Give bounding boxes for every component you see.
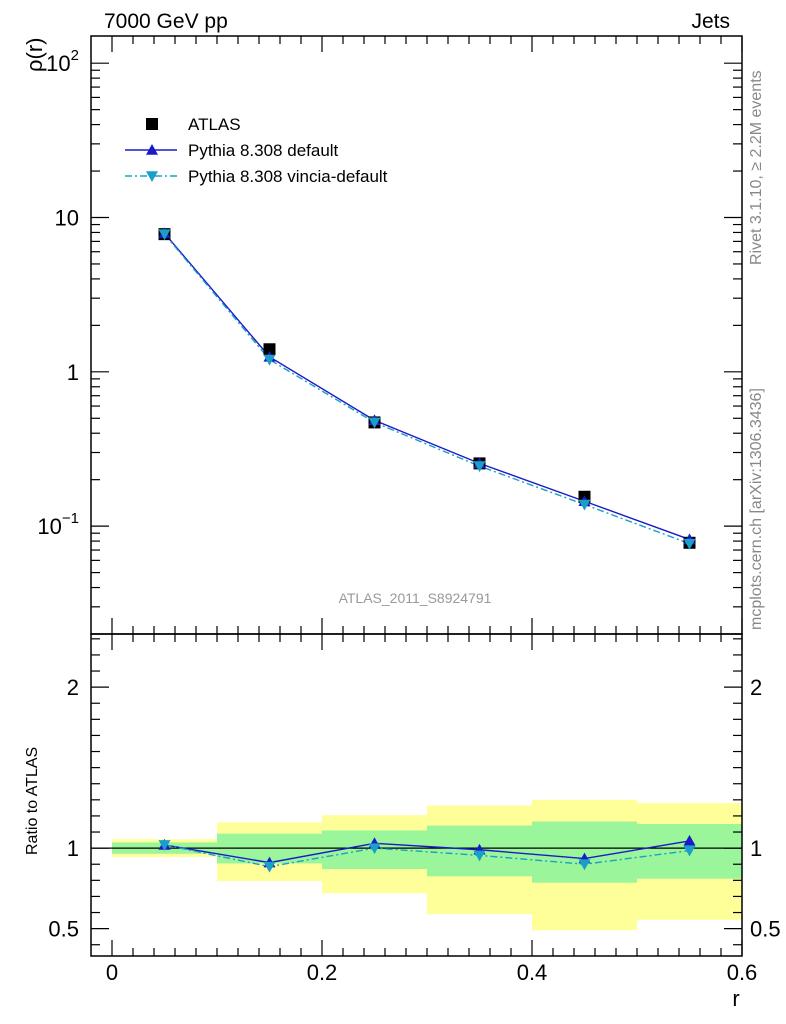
- main-point-vincia: [578, 499, 591, 511]
- ratio-y-tick-label-left: 1: [67, 836, 79, 861]
- ratio-y-tick-label-left: 0.5: [48, 917, 79, 942]
- main-line-default: [163, 232, 690, 541]
- x-tick-label: 0.6: [727, 960, 758, 985]
- rivet-label: Rivet 3.1.10, ≥ 2.2M events: [748, 70, 765, 265]
- ratio-point-vincia: [368, 843, 381, 855]
- ratio-y-tick-label-right: 1: [750, 836, 762, 861]
- legend: ATLAS Pythia 8.308 default Pythia 8.308 vi…: [125, 115, 388, 186]
- legend-marker-atlas: [146, 118, 158, 130]
- ratio-point-vincia: [473, 850, 486, 862]
- mcplots-label: mcplots.cern.ch [arXiv:1306.3436]: [748, 388, 765, 630]
- ratio-y-axis-label: Ratio to ATLAS: [24, 747, 41, 855]
- ratio-point-vincia: [263, 861, 276, 873]
- main-y-tick-label: 10: [55, 205, 79, 230]
- header-right: Jets: [691, 10, 730, 33]
- ratio-y-tick-label-right: 0.5: [750, 917, 781, 942]
- x-tick-label: 0.2: [307, 960, 338, 985]
- main-point-vincia: [368, 417, 381, 429]
- main-point-vincia: [263, 354, 276, 366]
- main-line-vincia: [163, 233, 690, 545]
- ratio-point-vincia: [683, 845, 696, 857]
- main-y-tick-label: 10−1: [37, 510, 79, 539]
- main-point-vincia: [473, 461, 486, 473]
- main-y-axis-label: ρ(r): [22, 38, 47, 73]
- ratio-line-default: [164, 840, 690, 864]
- main-point-vincia: [683, 538, 696, 550]
- x-tick-label: 0.4: [517, 960, 548, 985]
- ratio-plot-frame: [90, 633, 743, 957]
- x-tick-label: 0: [106, 960, 118, 985]
- header-left: 7000 GeV pp: [104, 10, 228, 33]
- ratio-y-tick-label-left: 2: [67, 675, 79, 700]
- main-plot-panel: 102 10 1 10−1 ρ(r) ATLAS_2011_S8924791 ATLA…: [22, 35, 743, 635]
- ratio-y-tick-label-right: 2: [750, 675, 762, 700]
- main-point-atlas: [263, 343, 276, 356]
- legend-label-vincia: Pythia 8.308 vincia-default: [188, 167, 388, 186]
- ratio-point-vincia: [158, 840, 171, 851]
- main-y-tick-label: 1: [67, 360, 79, 385]
- legend-label-default: Pythia 8.308 default: [188, 141, 339, 160]
- ratio-plot-panel: 0 0.2 0.4 0.6 0.5 0.5 1 1 2 2 Ratio to ATLAS r: [24, 633, 781, 1011]
- analysis-annotation: ATLAS_2011_S8924791: [339, 590, 492, 606]
- x-axis-label: r: [732, 986, 739, 1011]
- ratio-point-vincia: [578, 859, 591, 871]
- main-point-vincia: [158, 229, 171, 241]
- legend-label-atlas: ATLAS: [188, 115, 241, 134]
- ratio-line-vincia: [164, 844, 690, 868]
- legend-marker-default: [146, 144, 158, 155]
- main-y-tick-label: 102: [46, 47, 79, 76]
- ratio-point-default: [683, 834, 696, 846]
- legend-marker-vincia: [146, 171, 158, 182]
